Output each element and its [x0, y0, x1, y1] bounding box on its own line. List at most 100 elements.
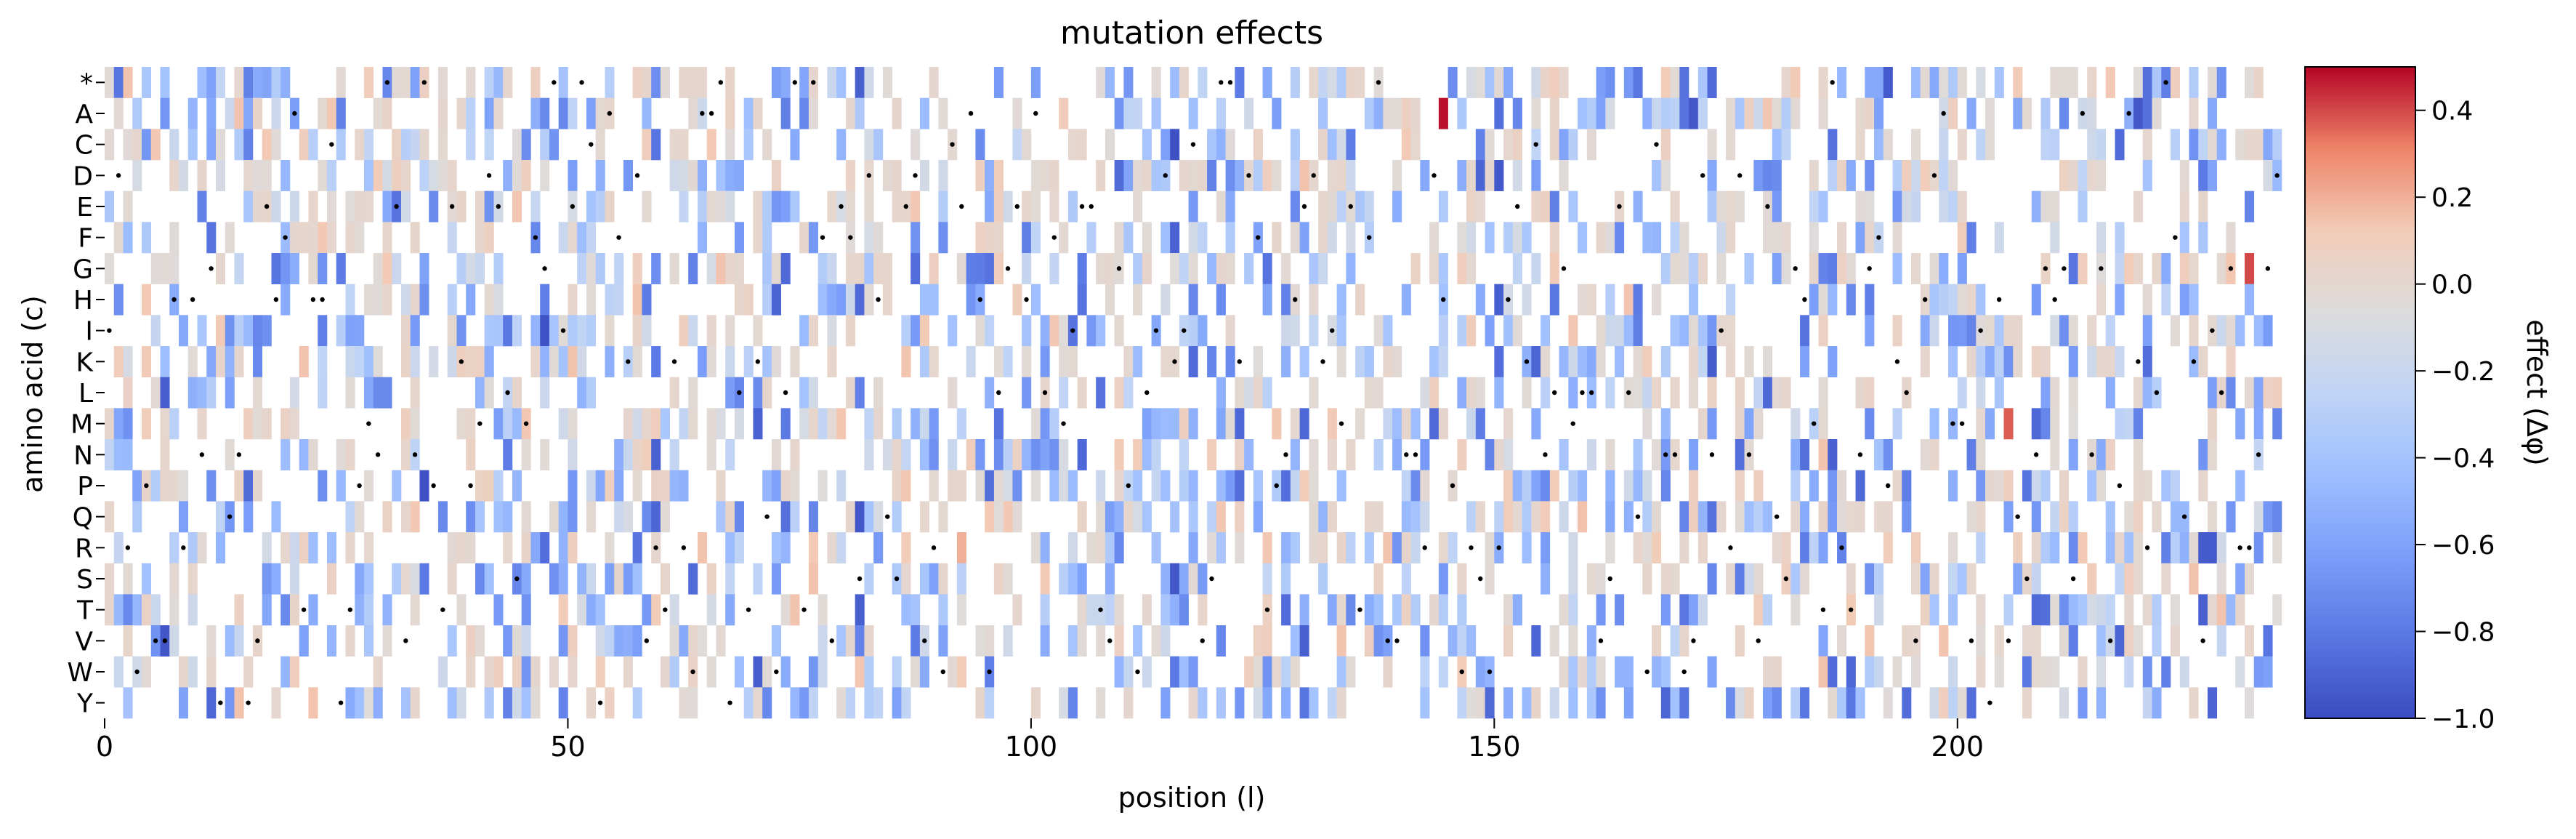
heatmap-cell	[716, 470, 726, 502]
heatmap-cell	[1188, 190, 1198, 222]
heatmap-cell	[1716, 253, 1727, 284]
heatmap-cell	[1605, 470, 1615, 502]
heatmap-cell	[160, 67, 170, 98]
heatmap-cell	[1549, 687, 1559, 719]
heatmap-cell	[318, 346, 328, 377]
y-tick-label: *	[80, 68, 93, 98]
heatmap-cell	[558, 625, 568, 657]
wild-type-dot	[1237, 359, 1242, 364]
heatmap-cell	[1763, 656, 1773, 688]
heatmap-cell	[187, 594, 198, 626]
heatmap-cell	[734, 501, 744, 533]
heatmap-cell	[1929, 563, 1939, 595]
heatmap-cell	[1549, 97, 1559, 129]
heatmap-cell	[1735, 408, 1745, 440]
heatmap-cell	[530, 97, 541, 129]
heatmap-cell	[577, 377, 587, 409]
heatmap-cell	[697, 190, 707, 222]
heatmap-cell	[1475, 656, 1485, 688]
wild-type-dot	[1570, 421, 1575, 426]
heatmap-cell	[2189, 67, 2199, 98]
heatmap-cell	[123, 687, 133, 719]
heatmap-cell	[1976, 532, 1986, 563]
heatmap-cell	[632, 346, 642, 377]
heatmap-cell	[790, 129, 800, 161]
heatmap-cell	[132, 470, 142, 502]
heatmap-cell	[262, 160, 272, 191]
heatmap-cell	[1096, 377, 1106, 409]
heatmap-cell	[1837, 222, 1847, 254]
heatmap-cell	[1086, 222, 1097, 254]
heatmap-cell	[493, 501, 504, 533]
heatmap-cell	[808, 97, 818, 129]
heatmap-cell	[780, 408, 791, 440]
heatmap-cell	[1503, 501, 1514, 533]
heatmap-cell	[1735, 470, 1745, 502]
heatmap-cell	[1670, 253, 1680, 284]
heatmap-cell	[1030, 284, 1041, 316]
wild-type-dot	[1126, 483, 1131, 489]
heatmap-cell	[1994, 315, 2004, 347]
heatmap-cell	[911, 253, 921, 284]
heatmap-cell	[1364, 190, 1374, 222]
heatmap-cell	[169, 408, 179, 440]
heatmap-cell	[456, 408, 467, 440]
heatmap-cell	[142, 222, 152, 254]
heatmap-cell	[2235, 129, 2245, 161]
heatmap-cell	[1383, 315, 1393, 347]
heatmap-cell	[642, 67, 652, 98]
heatmap-cell	[1586, 97, 1596, 129]
heatmap-cell	[1373, 97, 1384, 129]
heatmap-cell	[540, 97, 550, 129]
heatmap-cell	[1929, 284, 1939, 316]
heatmap-cell	[1123, 656, 1134, 688]
heatmap-cell	[1188, 253, 1198, 284]
heatmap-cell	[243, 190, 254, 222]
heatmap-cell	[993, 160, 1004, 191]
heatmap-cell	[1244, 439, 1254, 470]
heatmap-cell	[632, 253, 642, 284]
heatmap-cell	[2142, 687, 2152, 719]
heatmap-cell	[400, 408, 411, 440]
heatmap-cell	[2263, 129, 2273, 161]
heatmap-cell	[1123, 97, 1134, 129]
wild-type-dot	[2200, 638, 2205, 643]
heatmap-cell	[1957, 563, 1967, 595]
heatmap-cell	[919, 439, 929, 470]
heatmap-cell	[105, 253, 115, 284]
heatmap-cell	[1142, 594, 1152, 626]
heatmap-cell	[1364, 594, 1374, 626]
heatmap-cell	[503, 501, 513, 533]
heatmap-cell	[1105, 67, 1115, 98]
heatmap-cell	[1290, 532, 1300, 563]
heatmap-cell	[447, 563, 457, 595]
heatmap-cell	[808, 532, 818, 563]
heatmap-cell	[2050, 67, 2060, 98]
heatmap-cell	[105, 594, 115, 626]
heatmap-cell	[2216, 594, 2226, 626]
heatmap-cell	[929, 284, 939, 316]
heatmap-cell	[1123, 222, 1134, 254]
heatmap-cell	[1114, 594, 1124, 626]
heatmap-cell	[975, 625, 985, 657]
wild-type-dot	[2024, 576, 2030, 582]
wild-type-dot	[1496, 545, 1501, 550]
heatmap-cell	[1911, 532, 1921, 563]
heatmap-cell	[1272, 656, 1282, 688]
heatmap-cell	[1318, 532, 1328, 563]
heatmap-cell	[706, 439, 716, 470]
heatmap-cell	[1578, 222, 1588, 254]
heatmap-cell	[493, 284, 504, 316]
heatmap-cell	[1948, 594, 1958, 626]
heatmap-cell	[577, 315, 587, 347]
heatmap-cell	[1105, 532, 1115, 563]
heatmap-cell	[419, 563, 429, 595]
heatmap-cell	[1485, 160, 1495, 191]
heatmap-cell	[1059, 687, 1069, 719]
heatmap-cell	[1976, 129, 1986, 161]
heatmap-cell	[1902, 687, 1912, 719]
heatmap-cell	[1142, 439, 1152, 470]
heatmap-cell	[419, 160, 429, 191]
heatmap-cell	[2059, 97, 2070, 129]
wild-type-dot	[2256, 452, 2261, 457]
